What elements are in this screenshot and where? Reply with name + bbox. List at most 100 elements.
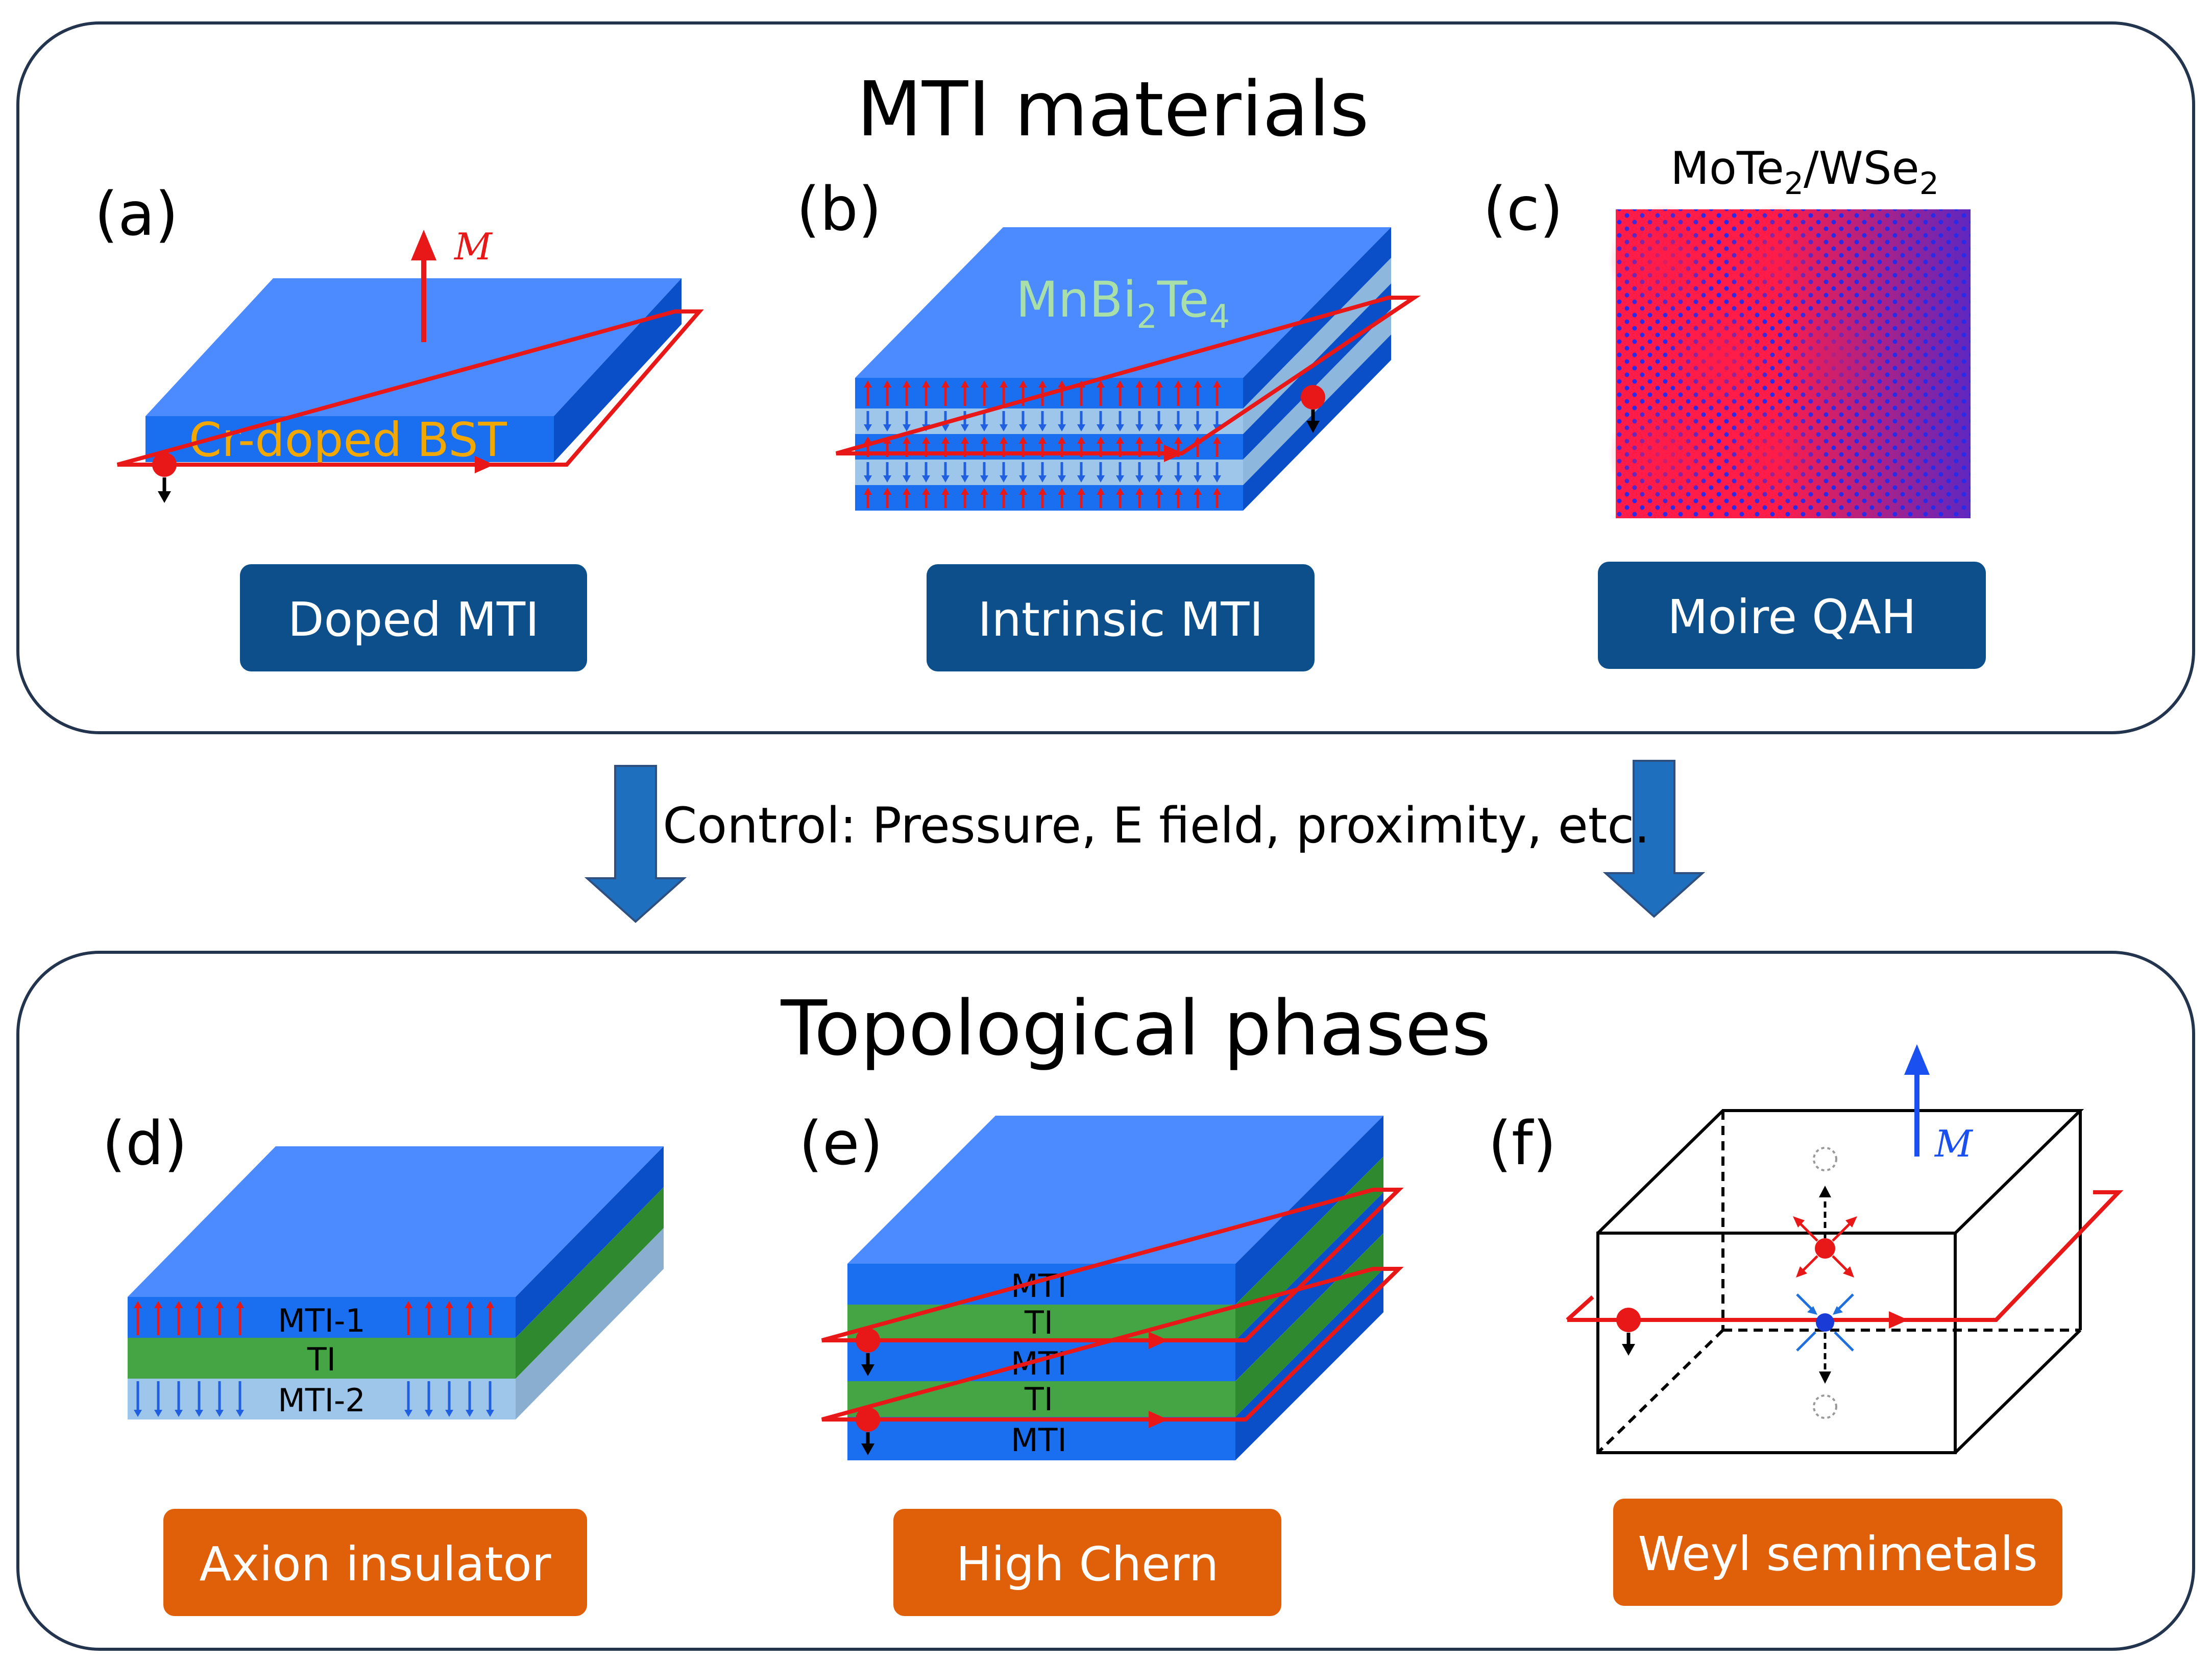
slab-a-top (145, 278, 682, 416)
spin-arrow-down-head (1116, 475, 1124, 483)
spin-arrow-up-head (1194, 380, 1202, 388)
control-section: Control: Pressure, E field, proximity, e… (584, 760, 1706, 923)
spin-arrow-up-head (941, 488, 950, 495)
spin-arrow-down-head (1135, 475, 1144, 483)
high-chern-button[interactable] (893, 1509, 1281, 1616)
panel-b: (b) MnBi2Te4 (796, 174, 1421, 671)
layer-d-top (128, 1297, 516, 1338)
electron-b (1301, 385, 1325, 410)
label-f: (f) (1488, 1108, 1557, 1178)
spin-arrow-up-head (425, 1301, 433, 1308)
down-arrow-right (1602, 760, 1706, 918)
layer-e-5-label: MTI (1011, 1422, 1067, 1459)
spin-arrow-down-head (1116, 424, 1124, 431)
spin-arrow-up-head (1077, 437, 1085, 444)
intrinsic-mti-button[interactable] (927, 564, 1315, 671)
spin-arrow-a (158, 491, 171, 503)
fermi-arc-loop (1567, 1190, 2124, 1322)
weyl-node-sink (1796, 1293, 1854, 1419)
spin-arrow-down-head (961, 475, 969, 483)
spin-arrow-up-head (445, 1301, 453, 1308)
spin-arrow-down-head (883, 475, 891, 483)
spin-arrow-down-head (1174, 475, 1182, 483)
spin-arrow-up-head (1000, 380, 1008, 388)
spin-arrow-up-head (961, 437, 969, 444)
spin-arrow-b (1306, 421, 1320, 433)
down-arrow-left (584, 765, 687, 923)
slab-d-top (128, 1146, 664, 1297)
spin-arrow-up-head (883, 488, 891, 495)
spin-arrow-up-head (1038, 380, 1047, 388)
spin-arrow-down-head (864, 475, 872, 483)
spin-arrow-up-head (1000, 437, 1008, 444)
spin-arrow-down-head (941, 424, 950, 431)
spin-arrow-up-head (864, 380, 872, 388)
spin-arrow-down-head (215, 1410, 224, 1417)
spin-arrow-up-head (864, 488, 872, 495)
weyl-semimetals-button[interactable] (1613, 1499, 2062, 1606)
top-panel-title: MTI materials (857, 65, 1369, 153)
spin-arrow-down-head (466, 1410, 474, 1417)
spin-arrow-up-head (1194, 488, 1202, 495)
panel-e: (e) MTI TI MTI TI MTI (799, 1108, 1404, 1616)
spin-arrow-up-head (1135, 437, 1144, 444)
spin-arrow-up-head (980, 437, 988, 444)
spin-rows-b (864, 380, 1221, 508)
spin-arrow-up-head (1097, 437, 1105, 444)
spin-arrow-up-head (1155, 488, 1163, 495)
spin-arrow-up-head (1116, 437, 1124, 444)
moment-label-a: M (453, 225, 493, 268)
spin-arrow-up-head (1135, 488, 1144, 495)
control-text: Control: Pressure, E field, proximity, e… (663, 797, 1649, 854)
moire-qah-button[interactable] (1598, 562, 1986, 669)
spin-arrow-down-head (445, 1410, 453, 1417)
spin-arrow-up-head (175, 1301, 183, 1308)
spin-arrow-down-head (236, 1410, 244, 1417)
layer-stack-b (855, 378, 1243, 511)
doped-mti-button[interactable] (240, 564, 587, 671)
spin-arrow-up-head (1097, 488, 1105, 495)
spin-arrow-down-head (941, 475, 950, 483)
spin-arrow-up-head (1174, 488, 1182, 495)
axion-insulator-button-label: Axion insulator (199, 1537, 551, 1592)
electron-a (152, 452, 177, 477)
spin-arrow-up-head (1019, 380, 1027, 388)
spin-arrow-up-head (466, 1301, 474, 1308)
edge-loop-a (116, 309, 704, 467)
spin-arrow-up-head (903, 488, 911, 495)
spin-arrow-up-head (236, 1301, 244, 1308)
layer-d-bot-label: MTI-2 (278, 1382, 365, 1419)
layer-e-2-label: TI (1024, 1304, 1053, 1341)
spin-arrow-up-head (1213, 380, 1221, 388)
spin-arrow-up-head (1116, 488, 1124, 495)
spin-arrow-down-head (922, 475, 930, 483)
spin-arrow-down-head (1097, 424, 1105, 431)
spin-arrow-down-head (1194, 475, 1202, 483)
spin-arrow-down-head (1077, 424, 1085, 431)
spin-arrow-down-head (864, 424, 872, 431)
spin-arrow-up-head (1097, 380, 1105, 388)
spin-arrow-down-head (1058, 424, 1066, 431)
high-chern-button-label: High Chern (956, 1537, 1219, 1592)
weyl-semimetals-button-label: Weyl semimetals (1638, 1527, 2037, 1581)
weyl-node-source (1793, 1147, 1857, 1278)
spin-arrow-down-head (1038, 424, 1047, 431)
spin-arrow-down-head (404, 1410, 412, 1417)
spin-arrow-up-head (922, 380, 930, 388)
axion-insulator-button[interactable] (163, 1509, 587, 1616)
spin-arrow-down-head (1077, 475, 1085, 483)
weyl-cube (1596, 1109, 2084, 1454)
spin-arrow-down-head (903, 424, 911, 431)
spin-arrow-down-head (1135, 424, 1144, 431)
spin-arrow-down-head (980, 424, 988, 431)
spin-arrow-up-head (215, 1301, 224, 1308)
spin-arrow-down-head (883, 424, 891, 431)
spin-arrow-up-head (1174, 380, 1182, 388)
spin-arrow-up-head (883, 380, 891, 388)
spin-arrow-up-head (980, 380, 988, 388)
layer-d-mid (128, 1338, 516, 1379)
spin-arrow-up-head (1000, 488, 1008, 495)
spin-arrow-up-head (134, 1301, 142, 1308)
spin-arrow-up-head (941, 380, 950, 388)
spin-rows-d (134, 1301, 494, 1417)
